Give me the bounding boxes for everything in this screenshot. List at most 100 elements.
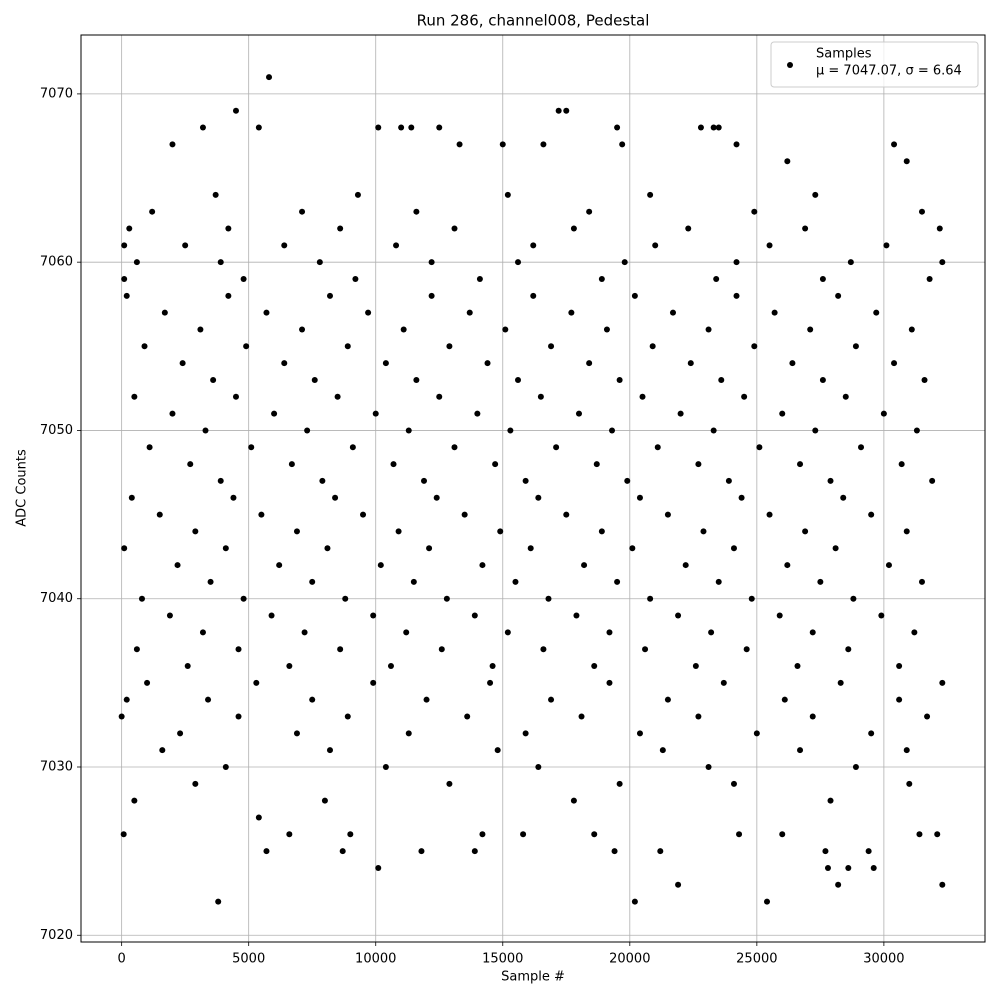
point (631, 898, 638, 905)
point (692, 663, 699, 670)
point (720, 679, 727, 686)
point (929, 477, 936, 484)
point (840, 494, 847, 501)
point (405, 427, 412, 434)
point (733, 259, 740, 266)
point (311, 376, 318, 383)
point (636, 730, 643, 737)
point (268, 612, 275, 619)
point (169, 410, 176, 417)
point (121, 275, 128, 282)
point (570, 225, 577, 232)
legend-box (770, 41, 979, 88)
point (779, 410, 786, 417)
point (827, 797, 834, 804)
point (128, 494, 135, 501)
point (710, 124, 717, 131)
point (715, 124, 722, 131)
point (598, 275, 605, 282)
point (878, 612, 885, 619)
point (304, 427, 311, 434)
point (781, 696, 788, 703)
y-axis-label: ADC Counts (15, 449, 30, 527)
point (464, 713, 471, 720)
point (248, 444, 255, 451)
point (199, 629, 206, 636)
point (319, 477, 326, 484)
point (126, 225, 133, 232)
point (487, 679, 494, 686)
point (522, 730, 529, 737)
x-axis-label: Sample # (501, 970, 565, 985)
point (205, 696, 212, 703)
x-tick-label: 30000 (863, 952, 904, 967)
point (631, 292, 638, 299)
point (845, 864, 852, 871)
point (365, 309, 372, 316)
point (903, 528, 910, 535)
point (497, 528, 504, 535)
point (375, 124, 382, 131)
point (730, 545, 737, 552)
point (809, 629, 816, 636)
point (512, 578, 519, 585)
point (636, 494, 643, 501)
point (235, 713, 242, 720)
point (540, 646, 547, 653)
point (586, 360, 593, 367)
y-tick-label: 7030 (40, 759, 73, 774)
point (733, 141, 740, 148)
point (192, 780, 199, 787)
point (316, 259, 323, 266)
point (593, 461, 600, 468)
point (471, 612, 478, 619)
point (232, 107, 239, 114)
point (479, 562, 486, 569)
point (240, 595, 247, 602)
point (578, 713, 585, 720)
point (898, 461, 905, 468)
point (321, 797, 328, 804)
point (939, 679, 946, 686)
point (266, 74, 273, 81)
y-tick-label: 7050 (40, 423, 73, 438)
point (293, 528, 300, 535)
point (852, 343, 859, 350)
point (271, 410, 278, 417)
point (240, 275, 247, 282)
point (619, 141, 626, 148)
point (591, 831, 598, 838)
point (837, 679, 844, 686)
point (858, 444, 865, 451)
point (456, 141, 463, 148)
point (258, 511, 265, 518)
point (286, 663, 293, 670)
point (263, 848, 270, 855)
point (179, 360, 186, 367)
point (438, 646, 445, 653)
point (751, 208, 758, 215)
point (819, 275, 826, 282)
point (461, 511, 468, 518)
point (548, 696, 555, 703)
point (822, 848, 829, 855)
point (301, 629, 308, 636)
point (629, 545, 636, 552)
point (418, 848, 425, 855)
point (443, 595, 450, 602)
point (563, 511, 570, 518)
point (232, 393, 239, 400)
point (581, 562, 588, 569)
point (817, 578, 824, 585)
point (377, 562, 384, 569)
point (591, 663, 598, 670)
point (347, 831, 354, 838)
point (504, 629, 511, 636)
point (255, 814, 262, 821)
point (197, 326, 204, 333)
point (918, 208, 925, 215)
grid (81, 35, 985, 942)
point (344, 343, 351, 350)
point (400, 326, 407, 333)
